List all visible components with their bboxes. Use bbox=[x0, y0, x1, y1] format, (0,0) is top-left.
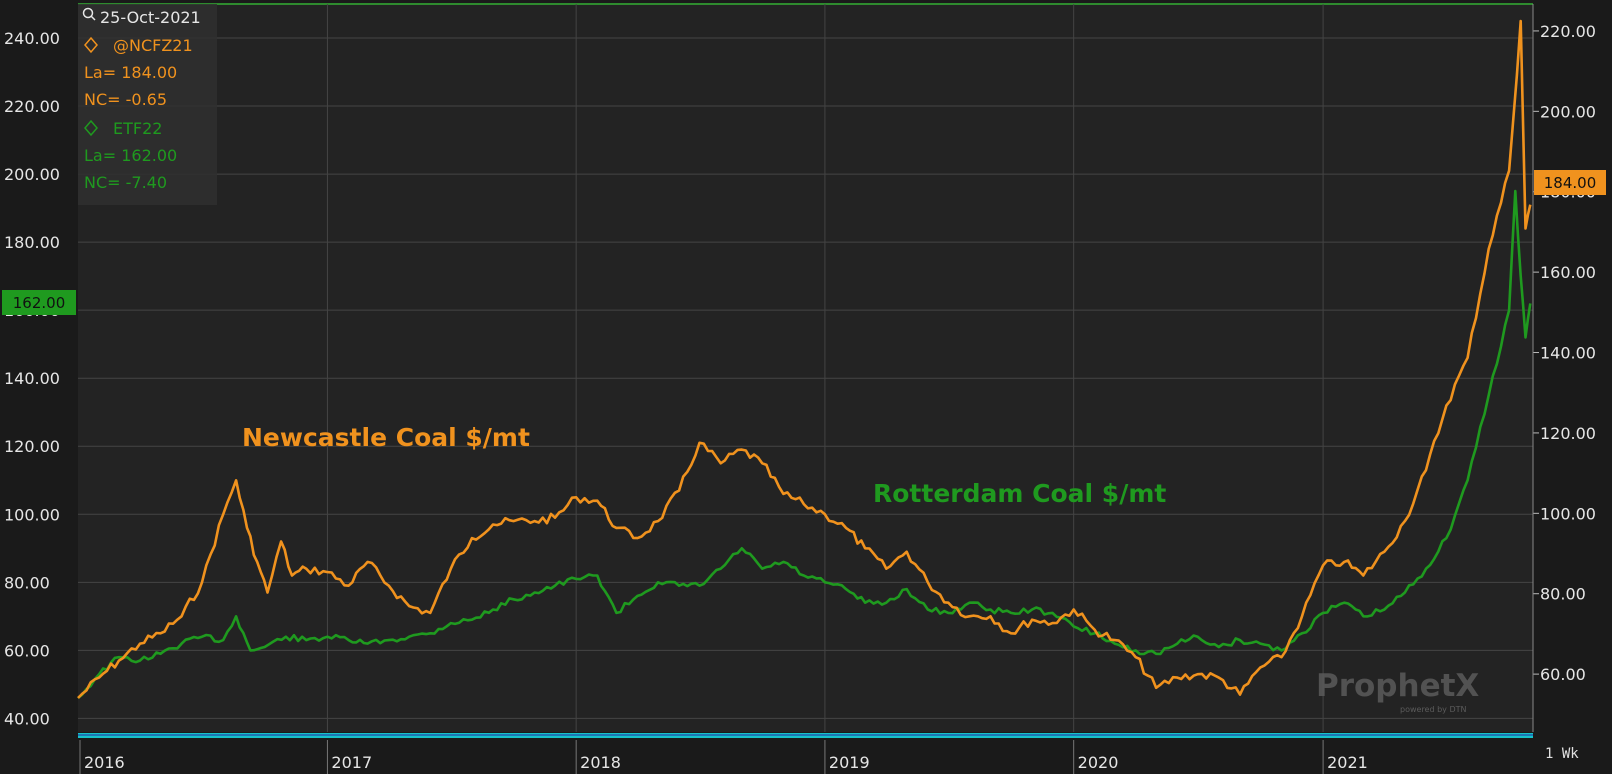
time-strip-inner bbox=[78, 734, 1533, 736]
x-tick-label: 2021 bbox=[1327, 753, 1368, 772]
prophetx-logo-text: ProphetX bbox=[1316, 668, 1479, 704]
annotation-rotterdam: Rotterdam Coal $/mt bbox=[873, 479, 1166, 508]
right-tick-label: 220.00 bbox=[1540, 22, 1596, 41]
newcastle-coal-line bbox=[77, 19, 1532, 699]
legend-series1-change: NC= -0.65 bbox=[84, 90, 167, 109]
x-tick-label: 2019 bbox=[829, 753, 870, 772]
right-tick-label: 160.00 bbox=[1540, 263, 1596, 282]
x-tick-label: 2016 bbox=[84, 753, 125, 772]
interval-label[interactable]: 1 Wk bbox=[1545, 746, 1579, 762]
left-value-badge: 162.00 bbox=[2, 290, 76, 315]
diamond-orange-icon bbox=[84, 36, 98, 54]
x-tick-label: 2017 bbox=[331, 753, 372, 772]
legend-box: 25-Oct-2021 @NCFZ21 La= 184.00 NC= -0.65… bbox=[78, 4, 217, 205]
right-tick-label: 100.00 bbox=[1540, 504, 1596, 523]
left-tick-label: 240.00 bbox=[4, 29, 60, 48]
left-tick-label: 100.00 bbox=[4, 505, 60, 524]
left-value-badge-text: 162.00 bbox=[13, 294, 66, 312]
right-tick-label: 80.00 bbox=[1540, 585, 1586, 604]
left-tick-label: 220.00 bbox=[4, 97, 60, 116]
legend-series2-change: NC= -7.40 bbox=[84, 173, 167, 192]
legend-background bbox=[78, 4, 217, 205]
right-value-badge-text: 184.00 bbox=[1544, 174, 1597, 192]
left-tick-label: 140.00 bbox=[4, 369, 60, 388]
left-tick-label: 120.00 bbox=[4, 437, 60, 456]
right-tick-label: 200.00 bbox=[1540, 102, 1596, 121]
left-tick-label: 80.00 bbox=[4, 573, 50, 592]
left-tick-label: 60.00 bbox=[4, 641, 50, 660]
right-value-badge: 184.00 bbox=[1534, 170, 1606, 195]
legend-series1-symbol: @NCFZ21 bbox=[113, 36, 193, 55]
prophetx-logo: ProphetX powered by DTN bbox=[1316, 668, 1479, 714]
right-tick-label: 120.00 bbox=[1540, 424, 1596, 443]
left-tick-label: 180.00 bbox=[4, 233, 60, 252]
series-lines bbox=[77, 19, 1532, 700]
legend-series2-last: La= 162.00 bbox=[84, 146, 177, 165]
right-tick-label: 60.00 bbox=[1540, 665, 1586, 684]
legend-series1-last: La= 184.00 bbox=[84, 63, 177, 82]
x-tick-label: 2020 bbox=[1078, 753, 1119, 772]
left-tick-label: 200.00 bbox=[4, 165, 60, 184]
legend-date: 25-Oct-2021 bbox=[100, 8, 201, 27]
plot-area bbox=[78, 4, 1533, 732]
grid-lines bbox=[78, 4, 1533, 732]
x-tick-label: 2018 bbox=[580, 753, 621, 772]
rotterdam-coal-line bbox=[77, 189, 1532, 700]
left-tick-label: 40.00 bbox=[4, 709, 50, 728]
left-axis-ticks: 240.00220.00200.00180.00160.00140.00120.… bbox=[4, 29, 60, 728]
right-tick-label: 140.00 bbox=[1540, 344, 1596, 363]
diamond-green-icon bbox=[84, 119, 98, 137]
annotation-newcastle: Newcastle Coal $/mt bbox=[242, 423, 530, 452]
prophetx-logo-sub: powered by DTN bbox=[1400, 705, 1466, 714]
legend-series2-symbol: ETF22 bbox=[113, 119, 162, 138]
x-axis-ticks: 2016 2017 2018 2019 2020 2021 bbox=[79, 740, 1368, 774]
magnifier-icon[interactable] bbox=[82, 7, 96, 21]
